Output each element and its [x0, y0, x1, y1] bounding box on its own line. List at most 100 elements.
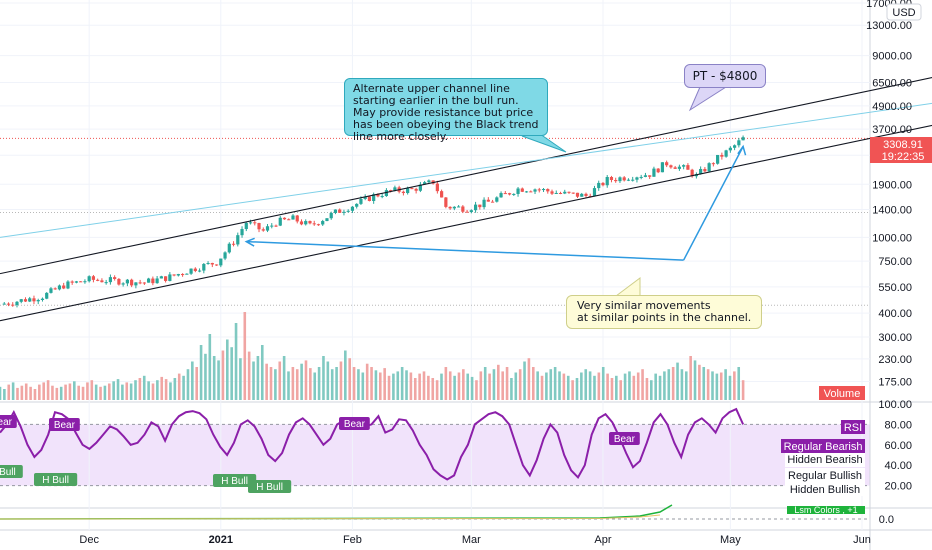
- similar-arrow-left: [246, 240, 684, 261]
- candle: [299, 219, 304, 226]
- candle: [316, 223, 321, 226]
- volume-bar: [435, 380, 439, 400]
- volume-bar: [226, 339, 229, 400]
- candle-body: [605, 177, 609, 186]
- candle: [656, 168, 660, 174]
- candle: [677, 164, 682, 171]
- volume-bar: [418, 373, 421, 400]
- annotation-arrows[interactable]: [244, 86, 747, 297]
- candle: [185, 273, 189, 275]
- bottom-indicator-line: [0, 514, 661, 520]
- volume-bar: [623, 373, 627, 400]
- candle: [261, 227, 265, 232]
- volume-bar: [405, 370, 408, 400]
- similar-movements-callout[interactable]: Very similar movements at similar points…: [566, 295, 762, 329]
- price-axis-label: 3700.00: [872, 124, 912, 136]
- channel-note-callout[interactable]: Alternate upper channel line starting ea…: [344, 78, 548, 143]
- candle: [164, 276, 168, 283]
- candle: [495, 196, 499, 203]
- candle: [147, 277, 151, 283]
- candle-body: [363, 196, 367, 199]
- candle-body: [23, 299, 28, 302]
- volume-bar: [575, 378, 579, 400]
- volume-bar: [601, 367, 605, 400]
- candle-body: [329, 212, 333, 219]
- candle-body: [376, 194, 380, 197]
- volume-bar: [20, 385, 24, 400]
- candle-body: [253, 222, 257, 224]
- candle: [32, 295, 36, 305]
- marker-box: [49, 418, 80, 431]
- candle: [597, 180, 601, 191]
- marker-box: [248, 480, 292, 493]
- volume-bar: [116, 379, 120, 400]
- legend-regular-bearish: Regular Bearish: [784, 441, 863, 453]
- candle: [130, 278, 134, 288]
- candle: [325, 218, 329, 222]
- candle: [580, 192, 584, 197]
- candle: [159, 275, 163, 279]
- candle-body: [592, 188, 597, 197]
- volume-bar: [497, 364, 500, 400]
- volume-bar: [531, 367, 535, 400]
- candle-body: [57, 285, 62, 290]
- price-target-callout[interactable]: PT - $4800: [684, 64, 766, 88]
- candle-body: [406, 188, 410, 194]
- price-axis-label: 400.00: [878, 308, 912, 320]
- volume-bar: [693, 360, 697, 400]
- volume-bar: [654, 373, 657, 400]
- volume-bar: [431, 378, 435, 400]
- legend-hidden-bullish: Hidden Bullish: [790, 484, 860, 496]
- candle-body: [614, 179, 618, 182]
- time-axis-label: Jun: [853, 534, 871, 546]
- candle-body: [308, 221, 312, 224]
- volume-bar: [392, 373, 395, 400]
- candle: [346, 209, 350, 213]
- volume-bar: [16, 387, 19, 400]
- candle-body: [214, 264, 219, 266]
- volume-bar: [676, 362, 679, 400]
- volume-bar: [0, 386, 2, 400]
- volume-bar: [492, 369, 496, 400]
- candle: [643, 172, 648, 178]
- channel-note-line: starting earlier in the bull run.: [353, 94, 519, 107]
- price-target-text: PT - $4800: [692, 69, 758, 83]
- candle-body: [550, 191, 554, 194]
- candle-body: [461, 206, 465, 212]
- volume-bar: [68, 383, 72, 400]
- volume-bar: [615, 375, 618, 400]
- volume-bar: [269, 367, 273, 400]
- candle: [125, 278, 129, 287]
- trend-channels[interactable]: [0, 72, 932, 322]
- volume-bar: [501, 371, 504, 400]
- candle-body: [40, 298, 45, 300]
- candle-body: [316, 224, 321, 226]
- volume-pane-tag: [819, 386, 865, 400]
- candle: [537, 187, 541, 193]
- candle: [512, 193, 516, 196]
- candle: [478, 204, 482, 210]
- candle: [673, 165, 677, 169]
- candle: [91, 274, 96, 283]
- divergence-markers: Bear Bear Bear Bear H Bull H Bull H Bull Bull: [0, 415, 640, 493]
- countdown-value: 19:22:35: [882, 151, 925, 163]
- candle: [244, 221, 248, 232]
- candle-body: [414, 188, 418, 191]
- volume-bar: [663, 371, 666, 400]
- volume-bar: [46, 380, 50, 400]
- candle-body: [486, 199, 490, 202]
- candle-body: [435, 183, 439, 192]
- candle-body: [270, 225, 274, 227]
- candle-body: [189, 268, 193, 274]
- volume-bar: [444, 367, 448, 400]
- candle-body: [482, 199, 486, 208]
- candle: [563, 189, 567, 195]
- volume-bar: [339, 361, 343, 400]
- candle-body: [138, 282, 142, 284]
- volume-bar: [645, 378, 649, 400]
- arrow-head-left: [244, 237, 255, 247]
- volume-bar: [588, 371, 592, 400]
- candle: [240, 226, 244, 238]
- candle-body: [6, 303, 11, 305]
- candle: [172, 274, 176, 277]
